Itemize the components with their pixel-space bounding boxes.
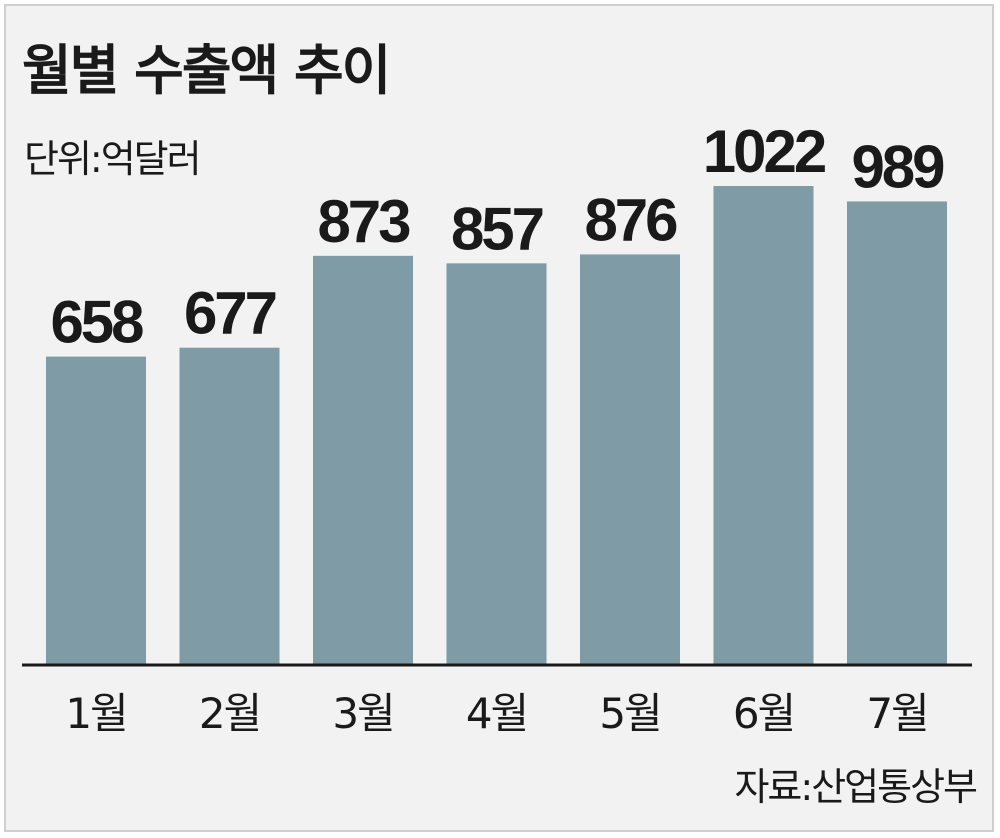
x-tick-label: 6월 bbox=[733, 689, 794, 738]
value-label: 658 bbox=[50, 289, 143, 356]
value-label: 876 bbox=[584, 186, 677, 253]
value-label: 989 bbox=[851, 133, 944, 200]
value-labels-group: 658 677 873 857 876 1022 989 bbox=[50, 118, 947, 356]
unit-label: 단위:억달러 bbox=[24, 137, 202, 181]
x-tick-label: 4월 bbox=[466, 689, 527, 738]
bar-1월 bbox=[46, 356, 146, 665]
bars-group bbox=[46, 186, 947, 665]
bar-5월 bbox=[580, 254, 680, 665]
x-tick-label: 2월 bbox=[199, 689, 260, 738]
value-label: 857 bbox=[451, 195, 543, 262]
x-tick-label: 7월 bbox=[866, 689, 927, 738]
x-tick-labels-group: 1월 2월 3월 4월 5월 6월 7월 bbox=[65, 689, 929, 738]
bar-3월 bbox=[313, 255, 413, 665]
bar-4월 bbox=[446, 263, 547, 665]
value-label: 1022 bbox=[703, 118, 825, 185]
value-label: 677 bbox=[184, 280, 276, 347]
value-label: 873 bbox=[317, 188, 410, 255]
x-tick-label: 3월 bbox=[332, 689, 393, 738]
source-label: 자료:산업통상부 bbox=[734, 765, 978, 809]
x-tick-label: 1월 bbox=[65, 689, 126, 738]
bar-2월 bbox=[179, 347, 280, 665]
bar-6월 bbox=[713, 186, 814, 665]
x-tick-label: 5월 bbox=[599, 689, 660, 738]
chart-title: 월별 수출액 추이 bbox=[22, 39, 391, 102]
bar-7월 bbox=[847, 201, 947, 665]
